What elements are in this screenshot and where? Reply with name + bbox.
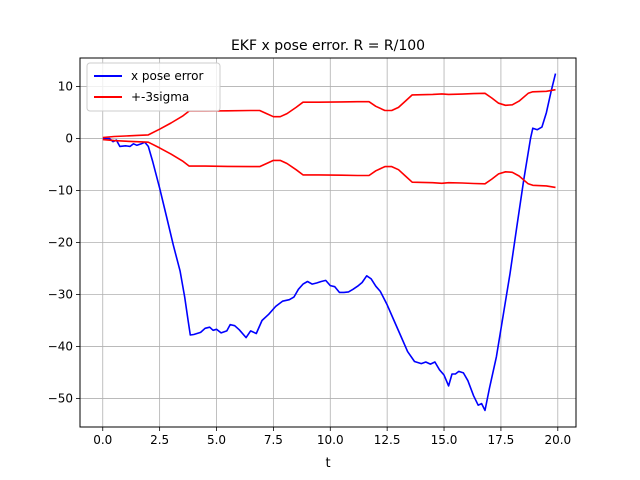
x-axis-label: t [325,456,330,471]
legend-label-3sigma: +-3sigma [131,90,189,104]
grid [80,58,576,427]
x-tick-label: 7.5 [264,433,283,447]
y-axis: 10 0 −10 −20 −30 −40 −50 [48,80,80,405]
x-tick-label: 20.0 [544,433,571,447]
x-tick-label: 2.5 [150,433,169,447]
x-axis: 0.0 2.5 5.0 7.5 10.0 12.5 15.0 17.5 20.0 [93,427,571,447]
y-tick-label: 10 [58,80,73,94]
chart-title: EKF x pose error. R = R/100 [231,38,425,54]
x-tick-label: 12.5 [374,433,401,447]
x-tick-label: 0.0 [93,433,112,447]
x-tick-label: 17.5 [488,433,515,447]
x-tick-label: 15.0 [431,433,458,447]
series-line-3sigma-lower [102,138,556,189]
x-tick-label: 5.0 [207,433,226,447]
y-tick-label: −40 [48,339,73,353]
y-tick-label: 0 [65,132,73,146]
legend-label-x-pose-error: x pose error [131,69,203,83]
y-tick-label: −20 [48,236,73,250]
series-line-x-pose-error [102,73,557,412]
series-line-3sigma-upper [102,88,556,139]
series-layer [102,73,557,412]
y-tick-label: −10 [48,184,73,198]
x-tick-label: 10.0 [317,433,344,447]
legend: x pose error +-3sigma [86,62,221,112]
y-tick-label: −50 [48,391,73,405]
y-tick-label: −30 [48,287,73,301]
